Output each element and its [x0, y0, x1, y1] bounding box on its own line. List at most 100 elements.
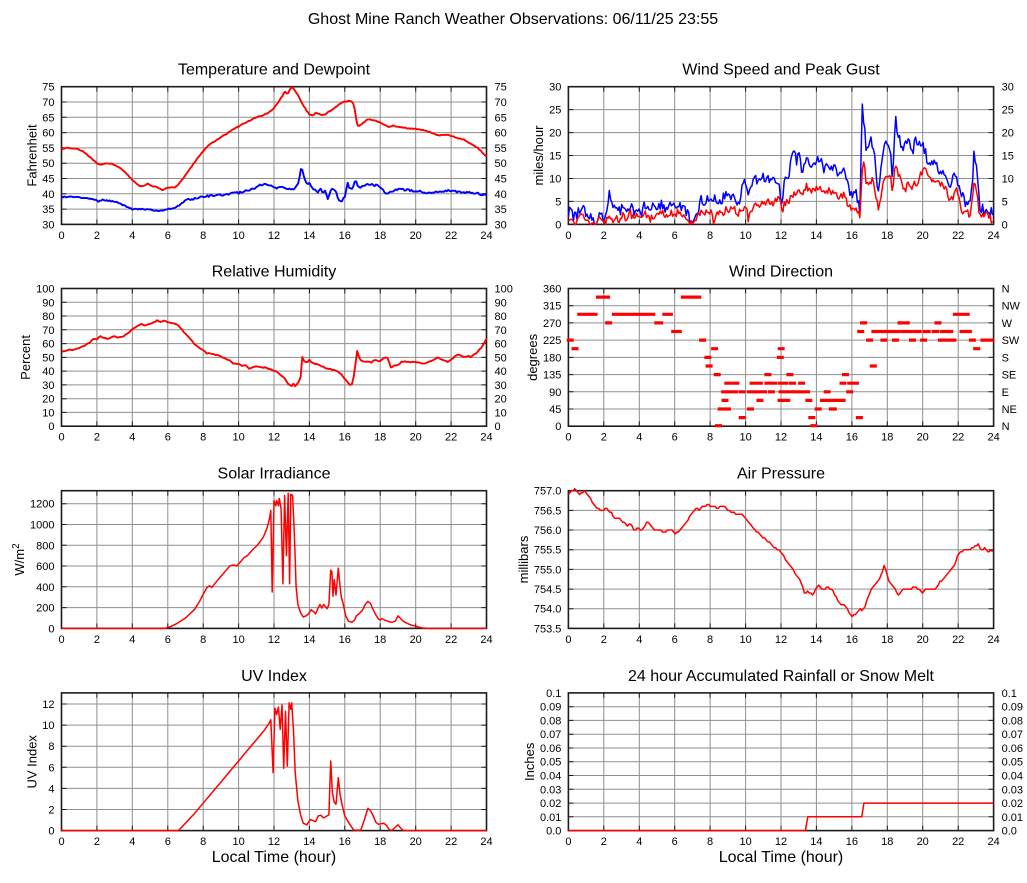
svg-text:14: 14	[810, 836, 822, 848]
svg-text:16: 16	[339, 432, 351, 444]
svg-text:100: 100	[36, 284, 54, 296]
svg-text:30: 30	[42, 219, 54, 231]
svg-text:4: 4	[636, 634, 642, 646]
svg-text:0.06: 0.06	[1002, 743, 1023, 755]
svg-text:miles/hour: miles/hour	[531, 125, 546, 186]
svg-text:Air Pressure: Air Pressure	[737, 466, 825, 483]
svg-text:14: 14	[810, 432, 822, 444]
svg-text:20: 20	[410, 230, 422, 242]
svg-text:0: 0	[58, 230, 64, 242]
svg-text:5: 5	[1002, 196, 1008, 208]
svg-text:18: 18	[374, 836, 386, 848]
svg-text:12: 12	[775, 634, 787, 646]
svg-text:40: 40	[42, 366, 54, 378]
svg-text:8: 8	[200, 836, 206, 848]
svg-text:40: 40	[42, 189, 54, 201]
svg-text:0.0: 0.0	[1002, 826, 1017, 838]
svg-text:18: 18	[881, 634, 893, 646]
svg-text:10: 10	[739, 432, 751, 444]
svg-text:50: 50	[495, 158, 507, 170]
svg-text:NW: NW	[1002, 301, 1021, 313]
svg-text:18: 18	[374, 230, 386, 242]
svg-text:16: 16	[339, 230, 351, 242]
svg-text:22: 22	[952, 230, 964, 242]
svg-text:2: 2	[94, 230, 100, 242]
svg-text:756.5: 756.5	[534, 505, 562, 517]
svg-text:0: 0	[555, 219, 561, 231]
svg-text:10: 10	[1002, 174, 1014, 186]
svg-text:0.06: 0.06	[540, 743, 561, 755]
svg-text:SW: SW	[1002, 335, 1020, 347]
svg-text:0: 0	[48, 421, 54, 433]
svg-text:Solar Irradiance: Solar Irradiance	[218, 466, 331, 483]
svg-text:16: 16	[339, 836, 351, 848]
svg-text:NE: NE	[1002, 404, 1017, 416]
svg-text:14: 14	[303, 230, 315, 242]
svg-text:400: 400	[36, 582, 54, 594]
svg-text:800: 800	[36, 540, 54, 552]
svg-text:2: 2	[94, 432, 100, 444]
svg-text:24: 24	[987, 432, 999, 444]
svg-text:0: 0	[565, 432, 571, 444]
svg-text:30: 30	[495, 219, 507, 231]
svg-text:0: 0	[495, 421, 501, 433]
svg-text:30: 30	[42, 380, 54, 392]
svg-text:2: 2	[48, 805, 54, 817]
svg-text:Local Time (hour): Local Time (hour)	[212, 849, 337, 866]
svg-text:Local Time (hour): Local Time (hour)	[719, 849, 844, 866]
svg-text:40: 40	[495, 189, 507, 201]
svg-text:20: 20	[42, 394, 54, 406]
svg-text:10: 10	[42, 407, 54, 419]
svg-text:6: 6	[672, 634, 678, 646]
svg-text:8: 8	[48, 741, 54, 753]
svg-text:14: 14	[810, 634, 822, 646]
svg-text:0.1: 0.1	[546, 688, 561, 700]
svg-text:10: 10	[232, 432, 244, 444]
svg-text:753.5: 753.5	[534, 623, 562, 635]
svg-text:0: 0	[565, 230, 571, 242]
svg-text:0: 0	[1002, 219, 1008, 231]
svg-text:25: 25	[549, 105, 561, 117]
svg-text:270: 270	[543, 318, 561, 330]
svg-text:90: 90	[495, 297, 507, 309]
svg-text:24: 24	[480, 836, 492, 848]
svg-text:10: 10	[232, 634, 244, 646]
svg-text:Inches: Inches	[522, 742, 537, 781]
svg-text:1000: 1000	[30, 520, 54, 532]
svg-text:6: 6	[165, 230, 171, 242]
svg-text:4: 4	[129, 230, 135, 242]
svg-text:35: 35	[42, 204, 54, 216]
svg-text:degrees: degrees	[525, 333, 540, 380]
svg-text:600: 600	[36, 561, 54, 573]
svg-text:2: 2	[601, 230, 607, 242]
svg-text:18: 18	[881, 230, 893, 242]
svg-text:12: 12	[42, 699, 54, 711]
svg-text:2: 2	[94, 634, 100, 646]
svg-text:10: 10	[495, 407, 507, 419]
svg-text:N: N	[1002, 421, 1010, 433]
svg-text:20: 20	[549, 128, 561, 140]
svg-text:0.08: 0.08	[540, 715, 561, 727]
svg-text:16: 16	[846, 836, 858, 848]
svg-text:60: 60	[42, 339, 54, 351]
svg-text:12: 12	[775, 230, 787, 242]
svg-text:50: 50	[42, 158, 54, 170]
svg-text:0.02: 0.02	[1002, 798, 1023, 810]
svg-text:55: 55	[495, 143, 507, 155]
svg-text:70: 70	[495, 97, 507, 109]
svg-text:W/m2: W/m2	[11, 543, 27, 576]
svg-text:12: 12	[268, 432, 280, 444]
svg-text:0.07: 0.07	[1002, 729, 1023, 741]
svg-text:10: 10	[739, 836, 751, 848]
svg-text:65: 65	[495, 112, 507, 124]
svg-text:35: 35	[495, 204, 507, 216]
svg-text:0.09: 0.09	[1002, 702, 1023, 714]
svg-text:8: 8	[707, 836, 713, 848]
svg-text:10: 10	[739, 634, 751, 646]
svg-text:0: 0	[58, 836, 64, 848]
svg-text:14: 14	[810, 230, 822, 242]
svg-text:0.07: 0.07	[540, 729, 561, 741]
svg-text:45: 45	[549, 404, 561, 416]
svg-text:65: 65	[42, 112, 54, 124]
svg-text:8: 8	[200, 230, 206, 242]
